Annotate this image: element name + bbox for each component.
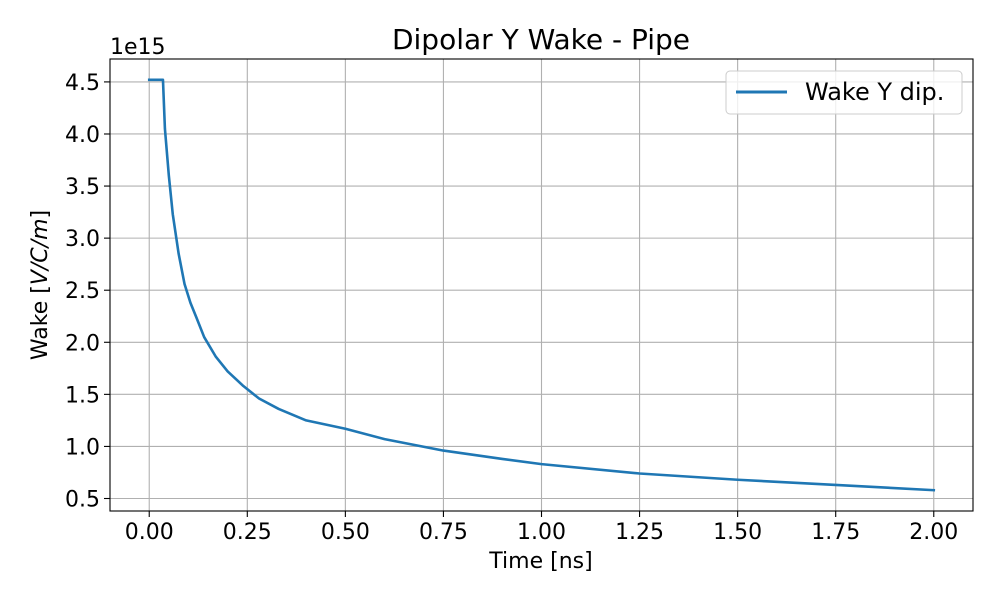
x-tick-label: 0.00 [125, 520, 174, 545]
y-tick-label: 0.5 [65, 488, 100, 513]
y-tick-label: 3.0 [65, 227, 100, 252]
y-axis-label-prefix: Wake [ [28, 285, 53, 360]
y-tick-label: 4.0 [65, 123, 100, 148]
y-axis-label-suffix: ] [28, 210, 53, 219]
grid-lines [110, 59, 973, 511]
x-tick-label: 1.50 [713, 520, 762, 545]
x-tick-label: 0.25 [223, 520, 272, 545]
x-tick-label: 1.25 [615, 520, 664, 545]
y-tick-label: 4.5 [65, 71, 100, 96]
chart-title: Dipolar Y Wake - Pipe [392, 23, 690, 56]
x-tick-label: 0.75 [419, 520, 468, 545]
y-tick-label: 3.5 [65, 175, 100, 200]
x-tick-label: 2.00 [909, 520, 958, 545]
series-line-wake-y-dip [147, 78, 936, 492]
x-tick-label: 0.50 [321, 520, 370, 545]
y-tick-label: 1.0 [65, 435, 100, 460]
y-axis-ticks: 0.5 1.0 1.5 2.0 2.5 3.0 3.5 4.0 4.5 [65, 71, 110, 513]
legend-label-wake-y-dip: Wake Y dip. [805, 78, 944, 106]
series-layer [147, 78, 936, 492]
y-tick-label: 1.5 [65, 383, 100, 408]
x-tick-label: 1.00 [517, 520, 566, 545]
legend-box [725, 70, 963, 115]
x-tick-label: 1.75 [811, 520, 860, 545]
y-axis-label: Wake [V/C/m] [28, 210, 53, 360]
y-tick-label: 2.0 [65, 331, 100, 356]
legend: Wake Y dip. [725, 70, 963, 115]
y-tick-label: 2.5 [65, 279, 100, 304]
y-offset-label: 1e15 [110, 35, 166, 60]
x-axis-label: Time [ns] [488, 549, 592, 574]
y-axis-label-units: V/C/m [28, 219, 53, 286]
x-axis-ticks: 0.00 0.25 0.50 0.75 1.00 1.25 1.50 1.75 2.00 [125, 511, 958, 545]
